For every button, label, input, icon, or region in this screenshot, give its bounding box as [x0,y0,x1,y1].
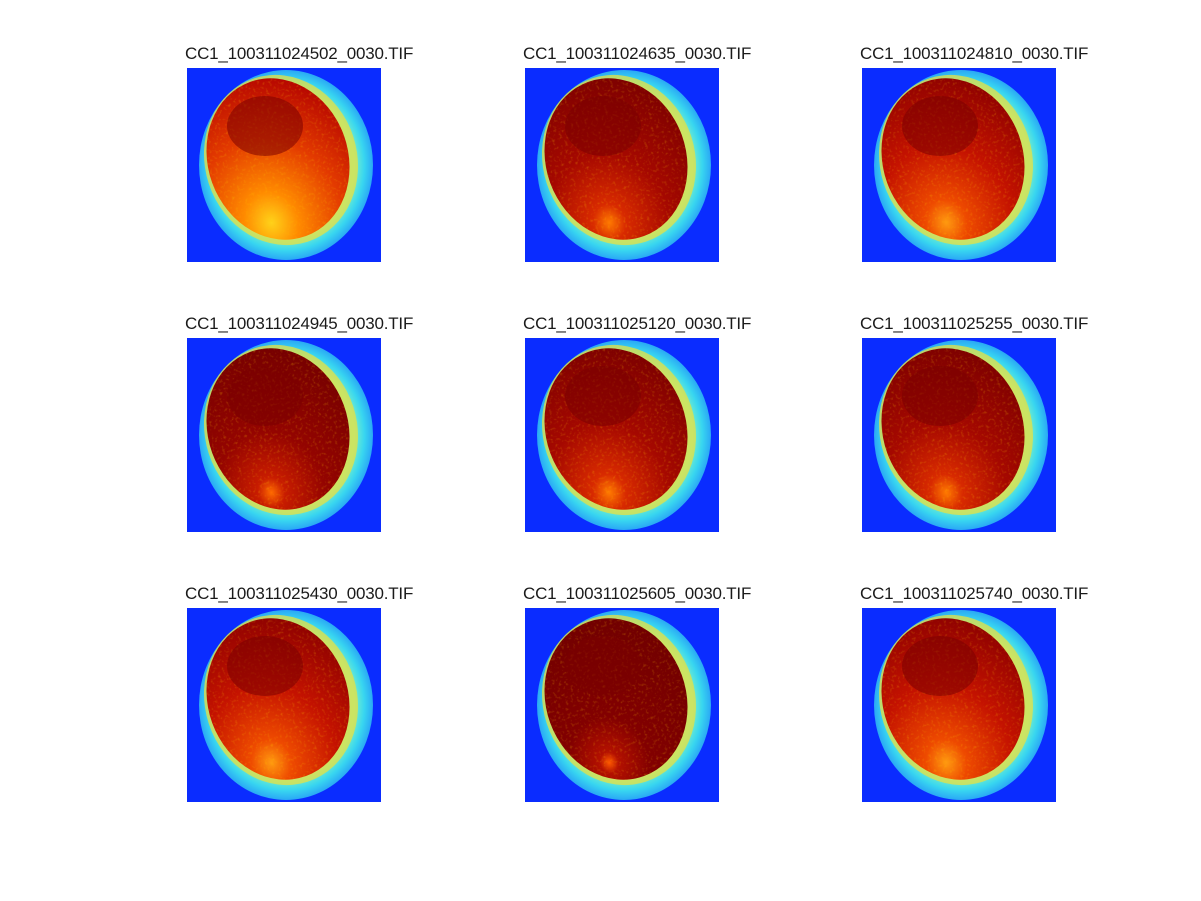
panel-title: CC1_100311024502_0030.TIF [185,44,414,63]
panel-title: CC1_100311024945_0030.TIF [185,314,414,333]
heatmap-image [187,68,381,262]
panel-title: CC1_100311025255_0030.TIF [860,314,1089,333]
panel-title: CC1_100311025605_0030.TIF [523,584,752,603]
panel-title: CC1_100311024810_0030.TIF [860,44,1089,63]
panel-title: CC1_100311024635_0030.TIF [523,44,752,63]
heatmap-image [862,338,1056,532]
panel-title: CC1_100311025740_0030.TIF [860,584,1089,603]
heatmap-image [187,608,381,802]
heatmap-image [862,68,1056,262]
heatmap-image [525,608,719,802]
heatmap-image [187,338,381,532]
heatmap-image [525,68,719,262]
heatmap-image [525,338,719,532]
panel-title: CC1_100311025430_0030.TIF [185,584,414,603]
panel-title: CC1_100311025120_0030.TIF [523,314,752,333]
heatmap-image [862,608,1056,802]
